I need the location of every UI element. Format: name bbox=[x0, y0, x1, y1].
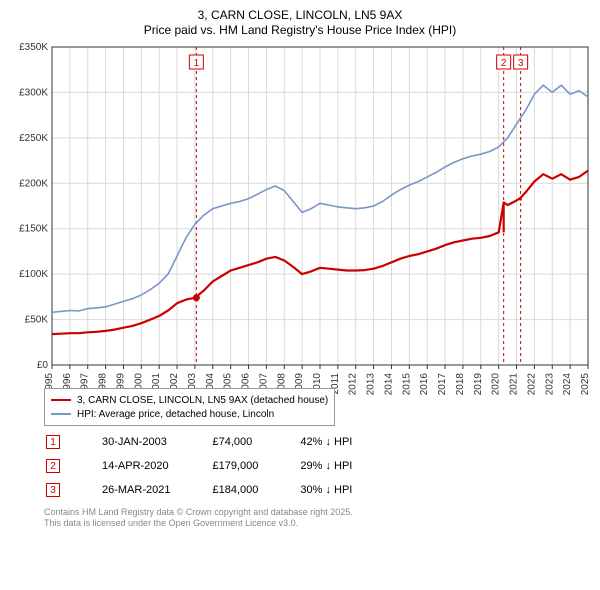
chart-title: 3, CARN CLOSE, LINCOLN, LN5 9AX Price pa… bbox=[8, 8, 592, 37]
x-tick-label: 2022 bbox=[526, 373, 537, 396]
x-tick-label: 2023 bbox=[544, 373, 555, 396]
legend-label: HPI: Average price, detached house, Linc… bbox=[77, 409, 274, 420]
x-tick-label: 2017 bbox=[437, 373, 448, 396]
sale-marker-id: 3 bbox=[518, 58, 524, 69]
sale-marker-id: 1 bbox=[194, 58, 200, 69]
table-cell-price: £74,000 bbox=[212, 431, 298, 453]
table-cell-marker: 3 bbox=[46, 479, 100, 501]
x-tick-label: 2021 bbox=[509, 373, 520, 396]
footer: Contains HM Land Registry data © Crown c… bbox=[8, 507, 592, 529]
legend: 3, CARN CLOSE, LINCOLN, LN5 9AX (detache… bbox=[44, 388, 335, 426]
x-tick-label: 2014 bbox=[383, 373, 394, 396]
y-tick-label: £0 bbox=[37, 360, 49, 371]
table-cell-delta: 29% ↓ HPI bbox=[300, 455, 392, 477]
x-tick-label: 2015 bbox=[401, 373, 412, 396]
y-tick-label: £300K bbox=[19, 87, 48, 98]
table-cell-delta: 30% ↓ HPI bbox=[300, 479, 392, 501]
y-tick-label: £50K bbox=[25, 315, 49, 326]
table-cell-date: 30-JAN-2003 bbox=[102, 431, 210, 453]
table-marker-box: 2 bbox=[46, 459, 60, 473]
legend-row: 3, CARN CLOSE, LINCOLN, LN5 9AX (detache… bbox=[51, 393, 328, 407]
x-tick-label: 2019 bbox=[473, 373, 484, 396]
sales-table: 1 30-JAN-2003£74,00042% ↓ HPI 2 14-APR-2020… bbox=[8, 429, 394, 503]
y-tick-label: £100K bbox=[19, 269, 48, 280]
table-marker-box: 3 bbox=[46, 483, 60, 497]
x-tick-label: 2018 bbox=[455, 373, 466, 396]
x-tick-label: 2020 bbox=[491, 373, 502, 396]
table-cell-price: £184,000 bbox=[212, 479, 298, 501]
footer-line2: This data is licensed under the Open Gov… bbox=[44, 518, 592, 529]
table-cell-date: 26-MAR-2021 bbox=[102, 479, 210, 501]
table-row: 3 26-MAR-2021£184,00030% ↓ HPI bbox=[46, 479, 392, 501]
x-tick-label: 2012 bbox=[348, 373, 359, 396]
legend-label: 3, CARN CLOSE, LINCOLN, LN5 9AX (detache… bbox=[77, 395, 328, 406]
sale-marker-id: 2 bbox=[501, 58, 507, 69]
x-tick-label: 2013 bbox=[366, 373, 377, 396]
table-row: 1 30-JAN-2003£74,00042% ↓ HPI bbox=[46, 431, 392, 453]
chart-svg: £0£50K£100K£150K£200K£250K£300K£350K1995… bbox=[8, 43, 592, 423]
table-cell-marker: 2 bbox=[46, 455, 100, 477]
legend-swatch bbox=[51, 413, 71, 415]
sale-point bbox=[193, 294, 200, 301]
table-cell-delta: 42% ↓ HPI bbox=[300, 431, 392, 453]
title-line2: Price paid vs. HM Land Registry's House … bbox=[8, 23, 592, 37]
table-marker-box: 1 bbox=[46, 435, 60, 449]
x-tick-label: 2024 bbox=[562, 373, 573, 396]
y-tick-label: £250K bbox=[19, 133, 48, 144]
y-tick-label: £350K bbox=[19, 43, 48, 53]
table-cell-marker: 1 bbox=[46, 431, 100, 453]
table-cell-date: 14-APR-2020 bbox=[102, 455, 210, 477]
legend-row: HPI: Average price, detached house, Linc… bbox=[51, 407, 328, 421]
chart: £0£50K£100K£150K£200K£250K£300K£350K1995… bbox=[8, 43, 592, 423]
footer-line1: Contains HM Land Registry data © Crown c… bbox=[44, 507, 592, 518]
y-tick-label: £200K bbox=[19, 178, 48, 189]
table-cell-price: £179,000 bbox=[212, 455, 298, 477]
x-tick-label: 2025 bbox=[580, 373, 591, 396]
title-line1: 3, CARN CLOSE, LINCOLN, LN5 9AX bbox=[8, 8, 592, 22]
y-tick-label: £150K bbox=[19, 224, 48, 235]
x-tick-label: 2016 bbox=[419, 373, 430, 396]
table-row: 2 14-APR-2020£179,00029% ↓ HPI bbox=[46, 455, 392, 477]
legend-swatch bbox=[51, 399, 71, 401]
